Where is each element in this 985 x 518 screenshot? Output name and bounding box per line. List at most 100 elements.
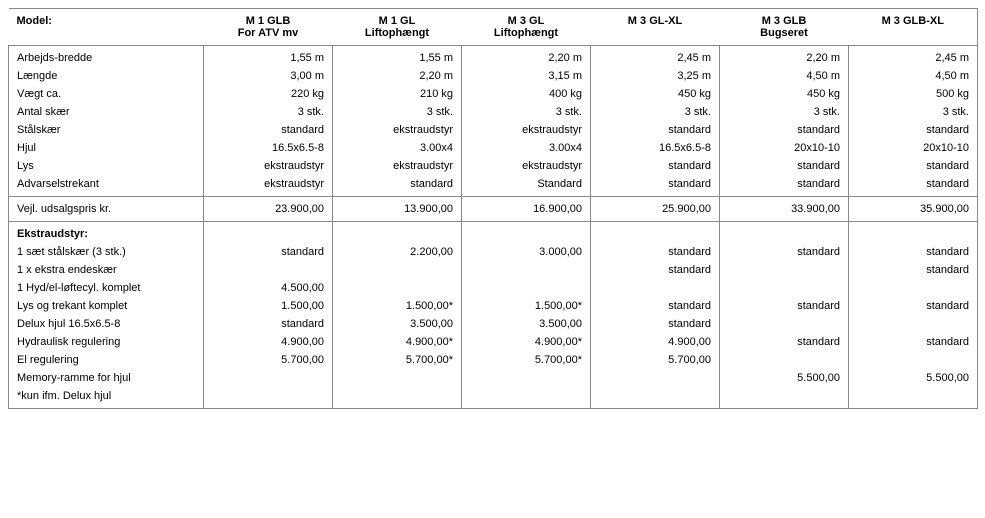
table-row: 1 sæt stålskær (3 stk.)standard2.200,003… bbox=[9, 243, 978, 261]
cell bbox=[333, 387, 462, 409]
cell: standard bbox=[720, 157, 849, 175]
cell: standard bbox=[849, 121, 978, 139]
cell: 4,50 m bbox=[720, 67, 849, 85]
cell: 16.900,00 bbox=[462, 197, 591, 222]
cell: 2,20 m bbox=[462, 46, 591, 68]
row-label: *kun ifm. Delux hjul bbox=[9, 387, 204, 409]
cell: 4.900,00 bbox=[204, 333, 333, 351]
model-name: M 3 GL-XL bbox=[599, 15, 712, 27]
cell: standard bbox=[720, 121, 849, 139]
row-label: 1 Hyd/el-løftecyl. komplet bbox=[9, 279, 204, 297]
model-subtitle: For ATV mv bbox=[212, 27, 325, 39]
cell: 1,55 m bbox=[333, 46, 462, 68]
model-header: M 3 GLBBugseret bbox=[720, 9, 849, 46]
cell bbox=[591, 387, 720, 409]
cell bbox=[333, 369, 462, 387]
cell bbox=[720, 279, 849, 297]
cell: 3 stk. bbox=[462, 103, 591, 121]
row-label: Lys bbox=[9, 157, 204, 175]
cell bbox=[204, 261, 333, 279]
cell: 2,20 m bbox=[720, 46, 849, 68]
cell: 2.200,00 bbox=[333, 243, 462, 261]
cell bbox=[849, 315, 978, 333]
cell: 1.500,00* bbox=[462, 297, 591, 315]
cell: standard bbox=[333, 175, 462, 197]
table-row: El regulering5.700,005.700,00*5.700,00*5… bbox=[9, 351, 978, 369]
cell: 5.700,00 bbox=[591, 351, 720, 369]
cell bbox=[849, 351, 978, 369]
cell bbox=[462, 369, 591, 387]
model-header: M 1 GLBFor ATV mv bbox=[204, 9, 333, 46]
table-row: Længde3,00 m2,20 m3,15 m3,25 m4,50 m4,50… bbox=[9, 67, 978, 85]
cell bbox=[591, 279, 720, 297]
model-name: M 1 GLB bbox=[212, 15, 325, 27]
model-header: M 3 GL-XL bbox=[591, 9, 720, 46]
table-row: 1 x ekstra endeskærstandardstandard bbox=[9, 261, 978, 279]
cell: 1.500,00* bbox=[333, 297, 462, 315]
cell: ekstraudstyr bbox=[204, 157, 333, 175]
row-label: 1 sæt stålskær (3 stk.) bbox=[9, 243, 204, 261]
cell: 210 kg bbox=[333, 85, 462, 103]
cell: 2,20 m bbox=[333, 67, 462, 85]
cell: standard bbox=[849, 243, 978, 261]
row-label: Arbejds-bredde bbox=[9, 46, 204, 68]
cell: 450 kg bbox=[591, 85, 720, 103]
cell bbox=[462, 222, 591, 244]
cell: 4,50 m bbox=[849, 67, 978, 85]
cell: standard bbox=[591, 261, 720, 279]
cell bbox=[462, 279, 591, 297]
cell: 20x10-10 bbox=[720, 139, 849, 157]
cell: 4.500,00 bbox=[204, 279, 333, 297]
cell bbox=[720, 315, 849, 333]
cell: standard bbox=[591, 157, 720, 175]
cell: standard bbox=[720, 333, 849, 351]
cell: standard bbox=[204, 121, 333, 139]
cell: 3 stk. bbox=[849, 103, 978, 121]
cell: 5.700,00 bbox=[204, 351, 333, 369]
cell bbox=[204, 222, 333, 244]
cell: 220 kg bbox=[204, 85, 333, 103]
cell: standard bbox=[204, 315, 333, 333]
cell: standard bbox=[720, 243, 849, 261]
cell: 5.700,00* bbox=[333, 351, 462, 369]
cell: 3 stk. bbox=[204, 103, 333, 121]
cell: Standard bbox=[462, 175, 591, 197]
row-label: Hjul bbox=[9, 139, 204, 157]
cell: 3.00x4 bbox=[333, 139, 462, 157]
table-row: Arbejds-bredde1,55 m1,55 m2,20 m2,45 m2,… bbox=[9, 46, 978, 68]
cell bbox=[849, 387, 978, 409]
cell: 3.00x4 bbox=[462, 139, 591, 157]
cell: standard bbox=[591, 243, 720, 261]
table-row: *kun ifm. Delux hjul bbox=[9, 387, 978, 409]
cell: ekstraudstyr bbox=[462, 157, 591, 175]
row-label: Længde bbox=[9, 67, 204, 85]
cell: 450 kg bbox=[720, 85, 849, 103]
cell: ekstraudstyr bbox=[204, 175, 333, 197]
row-label: 1 x ekstra endeskær bbox=[9, 261, 204, 279]
cell: standard bbox=[849, 157, 978, 175]
cell: 4.900,00* bbox=[333, 333, 462, 351]
row-label: Delux hjul 16.5x6.5-8 bbox=[9, 315, 204, 333]
cell: 1,55 m bbox=[204, 46, 333, 68]
cell: 25.900,00 bbox=[591, 197, 720, 222]
cell: 33.900,00 bbox=[720, 197, 849, 222]
model-name: M 1 GL bbox=[341, 15, 454, 27]
table-row: Hydraulisk regulering4.900,004.900,00*4.… bbox=[9, 333, 978, 351]
cell bbox=[849, 222, 978, 244]
cell: 1.500,00 bbox=[204, 297, 333, 315]
cell bbox=[720, 261, 849, 279]
cell: ekstraudstyr bbox=[333, 121, 462, 139]
cell: 3.500,00 bbox=[462, 315, 591, 333]
cell: 3 stk. bbox=[333, 103, 462, 121]
cell bbox=[720, 351, 849, 369]
cell: standard bbox=[849, 297, 978, 315]
cell: standard bbox=[591, 175, 720, 197]
table-row: 1 Hyd/el-løftecyl. komplet4.500,00 bbox=[9, 279, 978, 297]
cell: standard bbox=[849, 333, 978, 351]
cell: 5.500,00 bbox=[849, 369, 978, 387]
cell bbox=[462, 387, 591, 409]
cell: 3,00 m bbox=[204, 67, 333, 85]
cell bbox=[591, 222, 720, 244]
model-name: M 3 GLB-XL bbox=[857, 15, 970, 27]
cell bbox=[204, 369, 333, 387]
